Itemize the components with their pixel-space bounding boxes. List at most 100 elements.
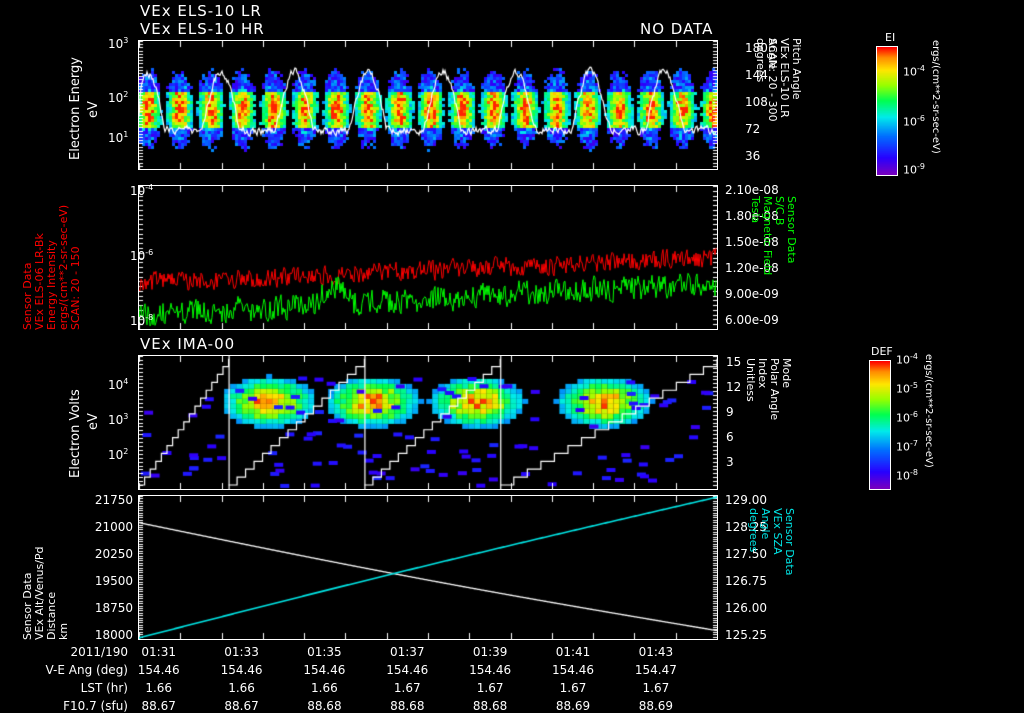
panel3-colorbar-tick: 10-7: [896, 439, 918, 454]
axis-tick-label: 3: [726, 455, 734, 469]
axis-description-line: degrees: [754, 38, 767, 83]
bottom-table-row-label: LST (hr): [80, 681, 128, 695]
axis-tick-label: 144: [745, 68, 768, 82]
axis-description-line: degrees: [747, 508, 760, 553]
bottom-table-cell: 1.66: [145, 681, 173, 695]
panel3-colorbar-units: ergs/(cm**2-sr-sec-eV): [923, 354, 934, 468]
bottom-table-cell: 01:31: [141, 645, 176, 659]
panel3-colorbar-tick: 10-6: [896, 410, 918, 425]
bottom-table-cell: 88.69: [555, 699, 591, 713]
panel3-y-tick: 104: [108, 377, 129, 392]
panel1-title-hr: VEx ELS-10 HR: [140, 20, 265, 38]
panel1-y-axis-label: Electron Energy: [68, 57, 83, 160]
panel1-colorbar-units: ergs/(cm**2-sr-sec-eV): [930, 40, 941, 154]
panel3-colorbar-tick: 10-8: [896, 468, 918, 483]
bottom-table-row-label: V-E Ang (deg): [45, 663, 128, 677]
panel1-y-tick: 101: [108, 130, 129, 145]
axis-tick-label: 1.80e-08: [725, 209, 779, 223]
bottom-table-cell: 88.68: [390, 699, 425, 713]
bottom-table-cell: 01:39: [472, 645, 508, 659]
bottom-table-cell: 154.46: [303, 663, 346, 677]
bottom-table-cell: 01:33: [224, 645, 259, 659]
bottom-table-cell: 154.46: [552, 663, 594, 677]
axis-description-line: Tesla: [749, 196, 762, 224]
axis-description-line: Polar Angle: [768, 358, 781, 421]
panel1-plot-area[interactable]: [138, 40, 718, 170]
axis-tick-label: 15: [726, 355, 742, 369]
bottom-table-cell: 88.69: [638, 699, 674, 713]
axis-description-line: Index: [756, 358, 769, 389]
axis-tick-label: 20250: [94, 547, 133, 561]
panel1-scan-label: SCAN: 20 - 300: [766, 38, 779, 122]
axis-tick-label: 18000: [94, 628, 133, 642]
axis-description-line: Unitless: [744, 358, 757, 402]
panel3-right-label-block: Mode Polar Angle Index Unitless: [744, 358, 793, 421]
bottom-table-row-label: F10.7 (sfu): [63, 699, 128, 713]
axis-tick-label: 6.00e-09: [725, 313, 779, 327]
panel2-left-label-block: Sensor Data VEx ELS-06 LR-Bk Energy Intens…: [21, 205, 82, 330]
axis-description-line: VEx SZA: [771, 508, 784, 555]
axis-tick-label: 1.20e-08: [725, 261, 779, 275]
panel2-right-label-block: Sensor Data S/C B Magnetic Field Tesla: [749, 196, 798, 275]
panel1-colorbar: [876, 46, 898, 176]
axis-tick-label: 2.10e-08: [725, 183, 779, 197]
panel1-y-axis-units: eV: [86, 101, 101, 118]
bottom-table-cell: 88.67: [141, 699, 176, 713]
panel4-plot-area[interactable]: [138, 495, 718, 640]
panel1-y-tick: 103: [108, 36, 129, 51]
bottom-table-cell: 154.46: [386, 663, 429, 677]
panel1-colorbar-tick: 10-6: [903, 114, 925, 129]
axis-tick-label: 9.00e-09: [725, 287, 779, 301]
panel1-colorbar-tick: 10-9: [903, 162, 925, 177]
panel3-colorbar-tick: 10-5: [896, 381, 918, 396]
axis-tick-label: 21000: [94, 520, 133, 534]
axis-tick-label: 36: [745, 149, 761, 163]
panel1-colorbar-label: EI: [885, 31, 896, 44]
bottom-table-cell: 1.66: [311, 681, 338, 695]
axis-tick-label: 12: [726, 380, 742, 394]
bottom-table-cell: 1.67: [559, 681, 587, 695]
panel2-plot-area[interactable]: [138, 185, 718, 330]
axis-description-line: VEx ELS-10 LR: [778, 38, 791, 118]
panel3-colorbar-label: DEF: [871, 345, 893, 358]
axis-tick-label: 126.00: [725, 601, 767, 615]
panel4-right-label-block: Sensor Data VEx SZA Angle degrees: [747, 508, 796, 575]
axis-tick-label: 19500: [94, 574, 133, 588]
panel1-y-tick: 102: [108, 90, 129, 105]
bottom-table-cell: 154.46: [220, 663, 263, 677]
bottom-table-cell: 01:37: [389, 645, 425, 659]
axis-description-line: km: [57, 622, 70, 640]
bottom-table-cell: 01:43: [638, 645, 674, 659]
bottom-table-cell: 01:35: [307, 645, 342, 659]
axis-tick-label: 127.50: [725, 547, 767, 561]
panel4-left-label-block: Sensor Data VEx Alt/Venus/Pd Distance km: [21, 546, 70, 640]
bottom-table-cell: 88.67: [224, 699, 259, 713]
panel1-colorbar-tick: 10-4: [903, 64, 925, 79]
bottom-table-row-label: 2011/190: [70, 645, 129, 659]
panel3-plot-area[interactable]: [138, 355, 718, 490]
bottom-table-cell: 1.66: [228, 681, 255, 695]
axis-tick-label: 1.50e-08: [725, 235, 779, 249]
axis-description-line: Sensor Data: [785, 196, 798, 264]
axis-tick-label: 72: [745, 122, 761, 136]
panel3-y-axis-label: Electron Volts: [68, 389, 83, 478]
axis-tick-label: 18750: [94, 601, 133, 615]
bottom-table-cell: 154.46: [137, 663, 180, 677]
bottom-table-cell: 154.46: [469, 663, 512, 677]
axis-description-line: SCAN: 20 - 150: [69, 246, 82, 330]
axis-tick-label: 129.00: [725, 493, 767, 507]
bottom-table-cell: 88.68: [307, 699, 342, 713]
panel3-y-axis-units: eV: [86, 413, 101, 430]
bottom-table-cell: 1.67: [393, 681, 421, 695]
axis-description-line: S/C B: [773, 196, 786, 226]
axis-tick-label: 21750: [94, 493, 133, 507]
panel3-y-tick: 103: [108, 412, 129, 427]
axis-tick-label: 128.25: [725, 520, 767, 534]
axis-tick-label: 9: [726, 405, 734, 419]
axis-tick-label: 125.25: [725, 628, 767, 642]
bottom-table-cell: 1.67: [642, 681, 670, 695]
bottom-table-cell: 88.68: [472, 699, 508, 713]
axis-description-line: Mode: [780, 358, 793, 388]
axis-tick-label: 108: [745, 95, 768, 109]
bottom-table-cell: 154.47: [634, 663, 677, 677]
